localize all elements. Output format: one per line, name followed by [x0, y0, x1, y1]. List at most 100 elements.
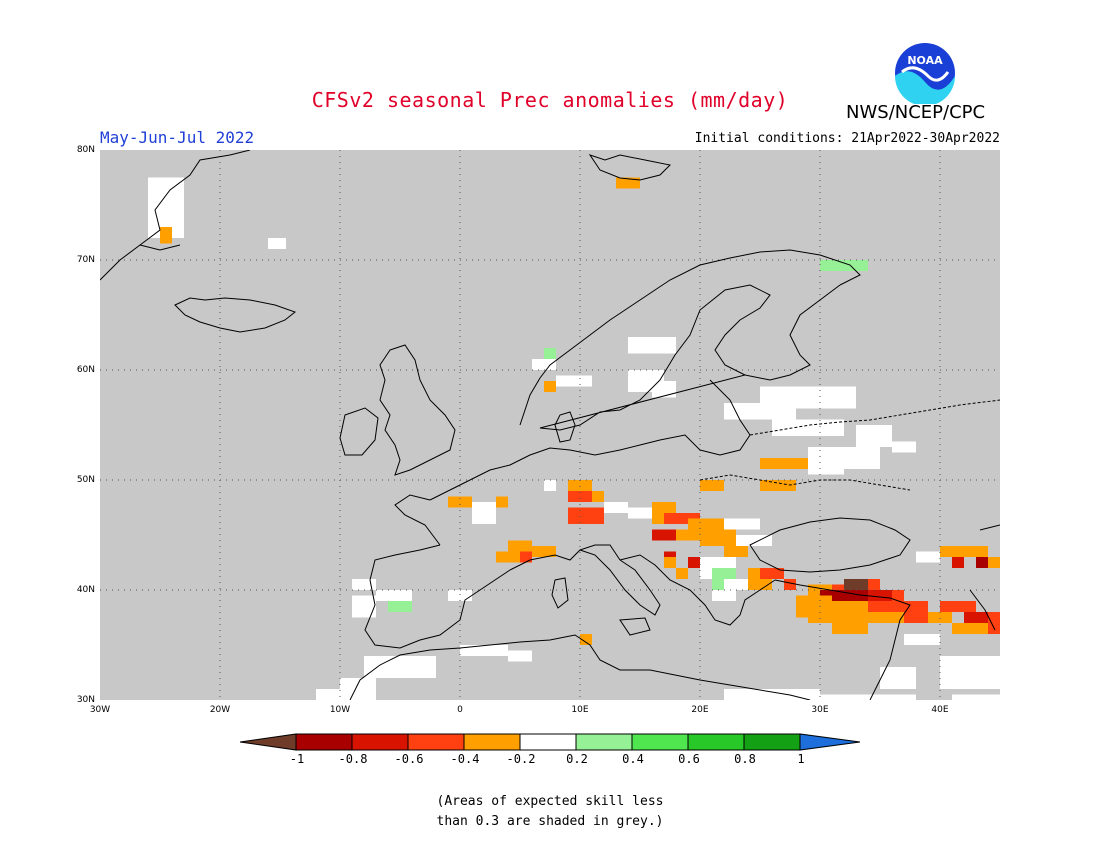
- colorbar-tick: 0.6: [678, 752, 700, 766]
- anomaly-cell: [712, 590, 736, 601]
- anomaly-cell: [940, 656, 1000, 689]
- anomaly-cell: [760, 568, 784, 579]
- anomaly-cell: [544, 348, 556, 359]
- anomaly-cell: [664, 513, 700, 524]
- anomaly-cell: [832, 601, 868, 612]
- anomaly-cell: [628, 507, 664, 519]
- colorbar-segment: [743, 733, 801, 751]
- colorbar-segment: [407, 733, 465, 751]
- anomaly-cell: [352, 595, 376, 618]
- lon-label-0: 0: [457, 705, 463, 715]
- colorbar-tick: 0.4: [622, 752, 644, 766]
- coastlines: [100, 150, 1000, 700]
- anomaly-cell: [988, 557, 1000, 568]
- anomaly-cell: [940, 546, 988, 557]
- anomaly-cell: [916, 551, 940, 563]
- anomaly-cell: [604, 502, 628, 513]
- lat-label-40n: 40N: [76, 585, 95, 595]
- lon-label-20w: 20W: [209, 705, 231, 715]
- anomaly-cell: [688, 557, 700, 568]
- anomaly-cell: [748, 579, 772, 590]
- anomaly-cell: [796, 694, 916, 700]
- anomaly-cell: [160, 227, 172, 244]
- lat-label-60n: 60N: [76, 365, 95, 375]
- anomaly-cell: [496, 496, 508, 508]
- anomaly-cell: [652, 529, 676, 541]
- lat-label-70n: 70N: [76, 255, 95, 265]
- footnote-line-1: (Areas of expected skill less: [436, 794, 664, 809]
- precip-anomaly-map: [100, 150, 1000, 700]
- colorbar-segment: [463, 733, 521, 751]
- anomaly-cell: [772, 419, 844, 436]
- anomaly-cell: [760, 480, 796, 491]
- anomaly-cell: [352, 579, 376, 590]
- anomaly-cell: [712, 579, 724, 590]
- anomaly-cell: [460, 645, 508, 656]
- anomaly-cell: [700, 535, 736, 546]
- anomaly-cell: [316, 689, 340, 700]
- anomaly-cell: [532, 546, 556, 557]
- anomaly-cell: [592, 491, 604, 502]
- anomaly-cell: [808, 463, 844, 475]
- skill-footnote: (Areas of expected skill less than 0.3 a…: [0, 792, 1100, 832]
- anomaly-cell: [568, 480, 592, 491]
- anomaly-cell: [988, 612, 1000, 634]
- anomaly-cell: [508, 650, 532, 662]
- colorbar-segment: [631, 733, 689, 751]
- colorbar-tick: -0.4: [450, 752, 480, 766]
- anomaly-cell: [964, 612, 988, 623]
- anomaly-cell: [652, 381, 676, 398]
- anomaly-cell: [628, 337, 676, 354]
- anomaly-cell: [724, 518, 760, 530]
- anomaly-cell: [904, 612, 928, 623]
- colorbar-tick: -0.2: [506, 752, 536, 766]
- map-title: CFSv2 seasonal Prec anomalies (mm/day): [311, 88, 789, 112]
- anomaly-cell: [724, 689, 820, 700]
- noaa-logo: NOAA: [895, 43, 955, 104]
- anomaly-cell: [664, 557, 676, 568]
- anomaly-cell: [820, 260, 868, 271]
- anomaly-cell: [268, 238, 286, 249]
- colorbar-tick: 1: [797, 752, 805, 766]
- anomaly-cells: [148, 177, 1000, 700]
- colorbar-segment: [575, 733, 633, 751]
- anomaly-cell: [928, 612, 952, 623]
- anomaly-cell: [676, 529, 700, 541]
- colorbar-arrow-high: [799, 733, 860, 751]
- anomaly-cell: [952, 623, 988, 634]
- lon-label-20e: 20E: [691, 705, 709, 715]
- colorbar-arrow-low: [240, 733, 297, 751]
- lat-label-30n: 30N: [76, 695, 95, 705]
- agency-label: NWS/NCEP/CPC: [846, 102, 986, 123]
- colorbar-segment: [687, 733, 745, 751]
- colorbar-tick: -1: [289, 752, 305, 766]
- anomaly-cell: [856, 612, 904, 623]
- anomaly-cell: [760, 458, 808, 469]
- anomaly-cell: [676, 568, 688, 579]
- colorbar-tick: -0.6: [394, 752, 424, 766]
- anomaly-cell: [832, 623, 868, 634]
- anomaly-cell: [976, 557, 988, 568]
- lon-label-10e: 10E: [571, 705, 589, 715]
- anomaly-cell: [616, 177, 640, 189]
- lon-label-30e: 30E: [811, 705, 829, 715]
- anomaly-cell: [448, 590, 472, 601]
- anomaly-cell: [448, 496, 472, 508]
- anomaly-cell: [376, 590, 412, 601]
- colorbar-segment: [519, 733, 577, 751]
- logo-text: NOAA: [907, 54, 943, 67]
- anomaly-cell: [784, 579, 796, 590]
- lat-label-80n: 80N: [76, 145, 95, 155]
- anomaly-cell: [808, 612, 856, 623]
- anomaly-cell: [724, 546, 748, 557]
- anomaly-cell: [712, 568, 736, 579]
- forecast-period: May-Jun-Jul 2022: [100, 128, 255, 147]
- colorbar-tick: -0.8: [338, 752, 368, 766]
- anomaly-cell: [472, 502, 496, 524]
- colorbar-tick: 0.2: [566, 752, 588, 766]
- colorbar: [240, 733, 860, 751]
- anomaly-cell: [508, 540, 532, 552]
- anomaly-cell: [856, 425, 892, 447]
- anomaly-cell: [904, 601, 928, 612]
- anomaly-cell: [904, 634, 940, 645]
